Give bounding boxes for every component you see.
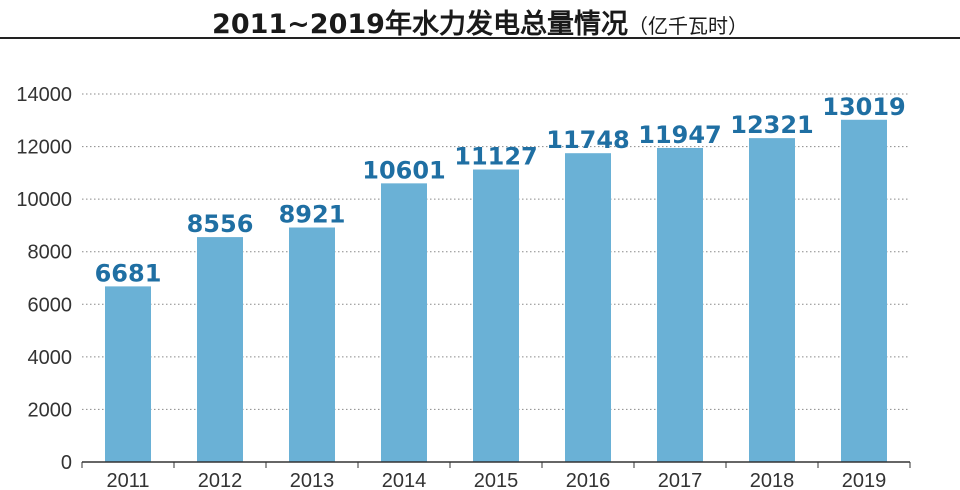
bar — [105, 286, 151, 462]
data-label: 10601 — [362, 156, 446, 184]
data-label: 8921 — [279, 201, 346, 229]
y-tick-label: 6000 — [28, 294, 73, 316]
x-tick-label: 2018 — [750, 470, 795, 490]
x-tick-label: 2017 — [658, 470, 703, 490]
y-tick-label: 14000 — [16, 84, 72, 106]
data-label: 12321 — [730, 111, 814, 139]
y-tick-label: 2000 — [28, 399, 73, 421]
y-tick-label: 12000 — [16, 137, 72, 159]
chart-title: 2011~2019年水力发电总量情况（亿千瓦时） — [0, 2, 960, 41]
y-tick-label: 4000 — [28, 347, 73, 369]
bar — [749, 138, 795, 462]
y-tick-label: 0 — [61, 452, 72, 474]
x-tick-label: 2015 — [474, 470, 519, 490]
bar — [657, 147, 703, 462]
data-label: 13019 — [822, 93, 906, 121]
bar — [841, 119, 887, 462]
bars — [105, 119, 887, 462]
bar — [473, 169, 519, 462]
bar — [289, 227, 335, 462]
data-label: 11127 — [454, 143, 538, 171]
bar — [381, 183, 427, 462]
title-underline — [0, 37, 960, 39]
y-tick-label: 10000 — [16, 189, 72, 211]
chart-title-unit: （亿千瓦时） — [627, 14, 748, 38]
x-tick-label: 2016 — [566, 470, 611, 490]
data-label: 8556 — [187, 210, 254, 238]
data-label: 11748 — [546, 126, 630, 154]
chart-title-main: 2011~2019年水力发电总量情况 — [212, 9, 628, 40]
y-tick-label: 8000 — [28, 242, 73, 264]
x-tick-label: 2013 — [290, 470, 335, 490]
x-tick-label: 2011 — [106, 470, 149, 490]
data-label: 11947 — [638, 121, 722, 149]
bar — [197, 237, 243, 462]
x-tick-label: 2012 — [198, 470, 243, 490]
x-tick-label: 2014 — [382, 470, 427, 490]
data-label: 6681 — [95, 259, 162, 287]
bar — [565, 153, 611, 462]
x-tick-label: 2019 — [842, 470, 887, 490]
data-labels: 6681 8556 8921 10601 11127 11748 11947 12321 130… — [95, 93, 906, 288]
axes: 0 2000 4000 6000 8000 10000 12000 14000 2011 2012… — [16, 84, 911, 490]
